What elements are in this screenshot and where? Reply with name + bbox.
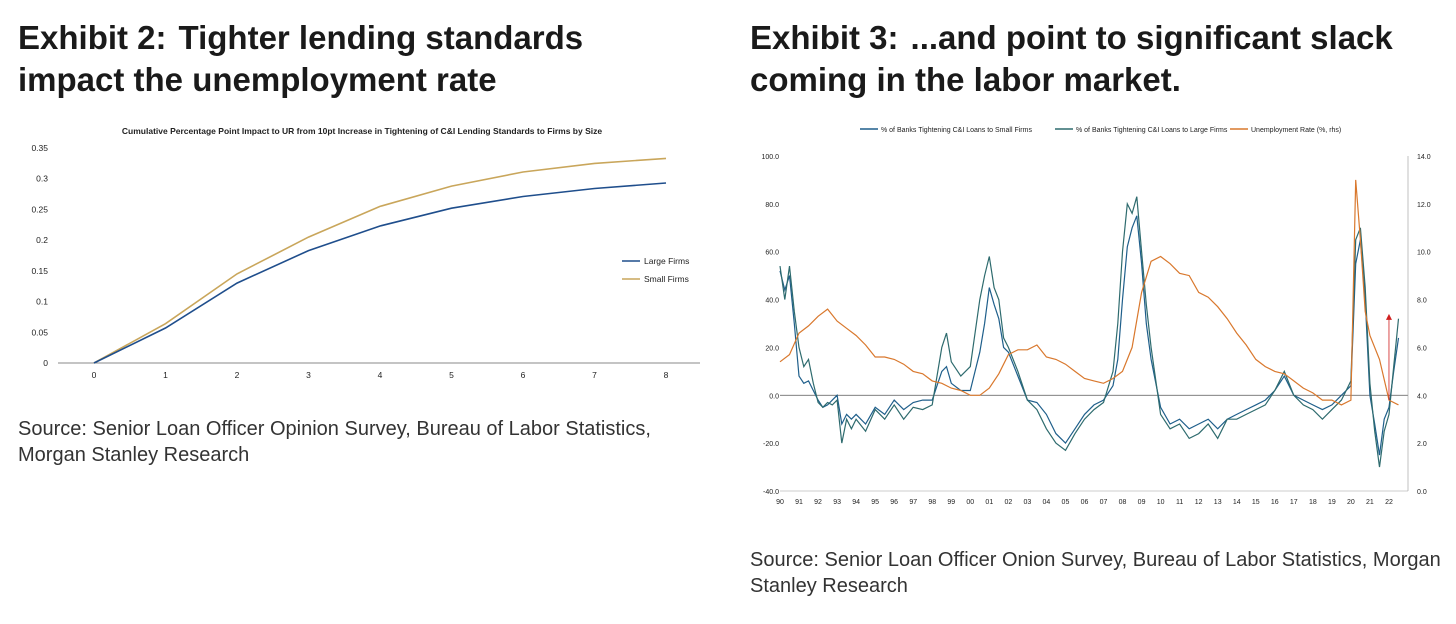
x-tick-label: 04 xyxy=(1043,499,1051,506)
y-tick-label: 0 xyxy=(43,358,48,368)
y-tick-label: 0.1 xyxy=(36,297,48,307)
x-tick-label: 0 xyxy=(92,370,97,380)
exhibit-3-source: Source: Senior Loan Officer Onion Survey… xyxy=(750,549,1441,597)
x-tick-label: 14 xyxy=(1233,499,1241,506)
y-right-tick-label: 2.0 xyxy=(1417,441,1427,448)
series-line-unemployment-rate-rhs- xyxy=(779,179,1399,406)
exhibit-2-label: Exhibit 2: xyxy=(18,19,167,56)
x-tick-label: 6 xyxy=(521,370,526,380)
y-right-tick-label: 12.0 xyxy=(1417,202,1431,209)
y-tick-label: 0.25 xyxy=(31,204,48,214)
exhibit-2-heading: Tighter lending standards impact the une… xyxy=(18,19,584,98)
x-tick-label: 94 xyxy=(852,499,860,506)
x-tick-label: 95 xyxy=(871,499,879,506)
x-tick-label: 3 xyxy=(306,370,311,380)
x-tick-label: 96 xyxy=(890,499,898,506)
x-tick-label: 12 xyxy=(1195,499,1203,506)
y-left-tick-label: 80.0 xyxy=(765,202,779,209)
x-tick-label: 06 xyxy=(1081,499,1089,506)
y-left-tick-label: 100.0 xyxy=(761,154,779,161)
y-right-tick-label: 6.0 xyxy=(1417,345,1427,352)
y-tick-label: 0.05 xyxy=(31,327,48,337)
x-tick-label: 00 xyxy=(966,499,974,506)
legend-label: % of Banks Tightening C&I Loans to Large… xyxy=(1076,127,1228,134)
x-tick-label: 8 xyxy=(664,370,669,380)
series-line--of-banks-tightening-c-i-loans-to-small-firms xyxy=(779,215,1400,456)
x-tick-label: 21 xyxy=(1366,499,1374,506)
y-tick-label: 0.2 xyxy=(36,235,48,245)
x-tick-label: 09 xyxy=(1138,499,1146,506)
series-line--of-banks-tightening-c-i-loans-to-large-firms xyxy=(779,196,1400,468)
y-tick-label: 0.35 xyxy=(31,143,48,153)
x-tick-label: 97 xyxy=(909,499,917,506)
x-tick-label: 91 xyxy=(795,499,803,506)
x-tick-label: 93 xyxy=(833,499,841,506)
x-tick-label: 92 xyxy=(814,499,822,506)
y-left-tick-label: 60.0 xyxy=(765,250,779,257)
exhibit-3-title: Exhibit 3: ...and point to significant sl… xyxy=(750,17,1440,101)
annotation-arrow-head xyxy=(1385,313,1392,320)
y-left-tick-label: -40.0 xyxy=(763,489,779,496)
x-tick-label: 05 xyxy=(1062,499,1070,506)
x-tick-label: 03 xyxy=(1023,499,1031,506)
x-tick-label: 4 xyxy=(378,370,383,380)
exhibit-3-label: Exhibit 3: xyxy=(750,19,899,56)
exhibit-3-heading: ...and point to significant slack coming… xyxy=(750,19,1393,98)
x-tick-label: 1 xyxy=(163,370,168,380)
x-tick-label: 10 xyxy=(1157,499,1165,506)
series-line-small-firms xyxy=(93,157,667,364)
chart-title: Cumulative Percentage Point Impact to UR… xyxy=(122,126,602,136)
x-tick-label: 13 xyxy=(1214,499,1222,506)
y-tick-label: 0.3 xyxy=(36,174,48,184)
x-tick-label: 08 xyxy=(1119,499,1127,506)
exhibit-2-title: Exhibit 2: Tighter lending standards impa… xyxy=(18,17,698,101)
y-left-tick-label: 40.0 xyxy=(765,298,779,305)
x-tick-label: 99 xyxy=(947,499,955,506)
x-tick-label: 22 xyxy=(1385,499,1393,506)
legend-label: Small Firms xyxy=(644,274,689,284)
legend-label: Unemployment Rate (%, rhs) xyxy=(1251,127,1341,134)
x-tick-label: 98 xyxy=(928,499,936,506)
y-left-tick-label: -20.0 xyxy=(763,441,779,448)
exhibit-2-chart: Cumulative Percentage Point Impact to UR… xyxy=(31,126,700,380)
x-tick-label: 18 xyxy=(1309,499,1317,506)
x-tick-label: 07 xyxy=(1100,499,1108,506)
y-tick-label: 0.15 xyxy=(31,266,48,276)
x-tick-label: 90 xyxy=(776,499,784,506)
x-tick-label: 01 xyxy=(985,499,993,506)
y-left-tick-label: 0.0 xyxy=(769,393,779,400)
y-right-tick-label: 8.0 xyxy=(1417,298,1427,305)
y-left-tick-label: 20.0 xyxy=(765,345,779,352)
x-tick-label: 5 xyxy=(449,370,454,380)
y-right-tick-label: 0.0 xyxy=(1417,489,1427,496)
exhibit-3-chart: % of Banks Tightening C&I Loans to Small… xyxy=(761,127,1431,506)
x-tick-label: 7 xyxy=(592,370,597,380)
x-tick-label: 11 xyxy=(1176,499,1183,506)
x-tick-label: 19 xyxy=(1328,499,1336,506)
y-right-tick-label: 14.0 xyxy=(1417,154,1431,161)
legend-label: % of Banks Tightening C&I Loans to Small… xyxy=(881,127,1032,134)
exhibit-2-source: Source: Senior Loan Officer Opinion Surv… xyxy=(18,418,651,466)
x-tick-label: 17 xyxy=(1290,499,1298,506)
x-tick-label: 2 xyxy=(235,370,240,380)
series-line-large-firms xyxy=(93,182,667,364)
x-tick-label: 15 xyxy=(1252,499,1260,506)
y-right-tick-label: 4.0 xyxy=(1417,393,1427,400)
x-tick-label: 16 xyxy=(1271,499,1279,506)
x-tick-label: 02 xyxy=(1004,499,1012,506)
x-tick-label: 20 xyxy=(1347,499,1355,506)
legend-label: Large Firms xyxy=(644,256,689,266)
y-right-tick-label: 10.0 xyxy=(1417,250,1431,257)
